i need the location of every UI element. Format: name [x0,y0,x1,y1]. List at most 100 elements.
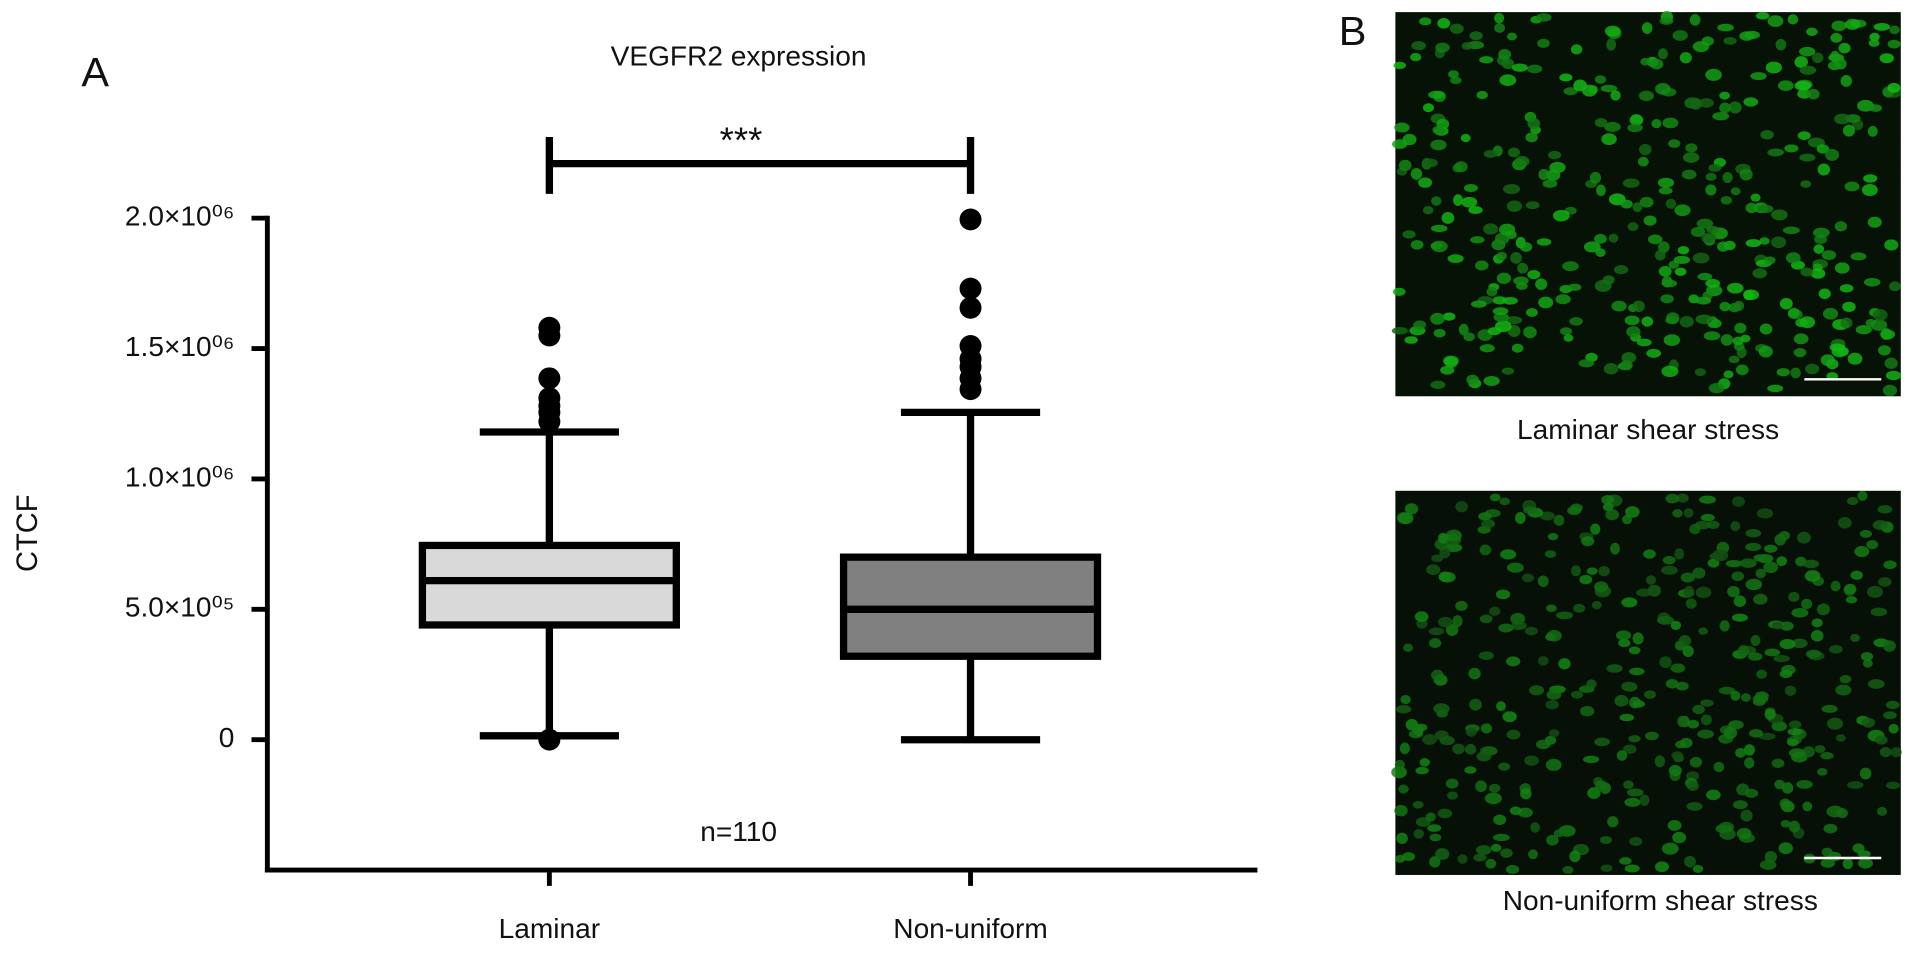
nucleus [1523,326,1537,339]
y-tick-label: 0 [219,722,235,753]
nucleus [1510,621,1527,630]
nucleus [1874,735,1888,745]
nucleus [1619,713,1635,722]
nucleus [1519,242,1533,252]
nucleus [1747,652,1763,661]
nucleus [1706,789,1721,801]
nucleus [1732,800,1748,810]
nucleus [1431,196,1442,206]
nucleus [1752,594,1768,605]
nucleus [1449,23,1464,34]
nucleus [1447,791,1459,800]
nucleus [1546,689,1562,700]
nucleus [1571,565,1581,577]
nucleus [1781,782,1794,794]
nucleus [1705,68,1722,81]
nucleus [1890,747,1902,758]
nucleus [1538,168,1550,181]
nucleus [1670,620,1682,630]
nucleus [1461,196,1478,208]
nucleus [1494,232,1510,244]
nucleus [1444,356,1458,368]
nucleus [1396,705,1412,714]
nucleus [1866,585,1883,598]
nucleus [1505,864,1520,874]
nucleus [1884,239,1899,251]
nucleus [1454,161,1468,173]
nucleus [1654,861,1669,873]
nucleus [1831,20,1847,32]
nucleus [1750,193,1761,202]
nucleus [1624,864,1640,873]
nucleus [1452,743,1465,755]
nucleus [1587,787,1601,800]
nucleus [1546,604,1557,613]
nucleus [1784,685,1797,696]
nucleus [1882,640,1896,652]
nucleus [1796,780,1813,789]
nucleus [1639,794,1650,807]
nucleus [1537,656,1549,666]
nucleus [1665,198,1677,209]
nucleus [1827,717,1843,730]
nucleus [1641,316,1654,327]
nucleus [1730,521,1741,532]
nucleus [1698,627,1709,635]
nucleus [1468,667,1481,680]
nucleus [1869,32,1880,42]
nucleus [1695,586,1712,599]
nucleus [1883,711,1897,720]
nucleus [1811,618,1823,628]
nucleus [1756,204,1774,214]
nucleus [1569,850,1581,863]
nucleus [1690,226,1706,237]
nucleus [1487,327,1502,336]
nucleus [1828,644,1843,654]
nucleus [1403,643,1414,653]
nucleus [1632,632,1644,645]
nucleus [1445,778,1459,789]
nucleus [1713,761,1725,773]
nucleus [1717,241,1730,252]
nucleus [1439,735,1455,746]
nucleus [1586,567,1598,575]
nucleus [1479,544,1492,556]
nucleus [1692,41,1710,53]
nucleus [1604,121,1621,132]
nucleus [1844,181,1860,192]
nucleus [1644,731,1659,741]
nucleus [1610,542,1620,555]
nucleus [1730,187,1741,196]
nucleus [1816,144,1830,154]
nucleus [1668,139,1681,148]
nucleus [1773,654,1790,663]
nucleus [1777,80,1794,91]
nucleus [1682,152,1700,163]
nucleus [1705,172,1717,181]
nucleus [1733,595,1747,608]
nucleus [1789,720,1802,729]
nucleus [1514,155,1530,167]
nucleus [1498,49,1512,60]
nucleus [1758,732,1776,741]
nucleus [1771,721,1787,732]
nucleus [1594,737,1610,747]
nucleus [1400,695,1411,705]
nucleus [1589,171,1601,184]
nucleus [1455,600,1468,611]
nucleus [1647,234,1663,245]
nucleus [1820,354,1835,366]
nucleus [1413,320,1427,330]
nucleus [1530,822,1541,833]
nucleus [1493,814,1507,825]
nucleus [1463,184,1478,193]
nucleus [1429,638,1442,649]
nucleus [1687,719,1699,729]
nucleus [1480,723,1493,734]
nucleus [1715,824,1732,834]
nucleus [1719,102,1731,114]
nucleus [1492,296,1507,305]
nucleus [1739,558,1757,568]
nucleus [1829,343,1846,352]
nucleus [1464,766,1477,774]
